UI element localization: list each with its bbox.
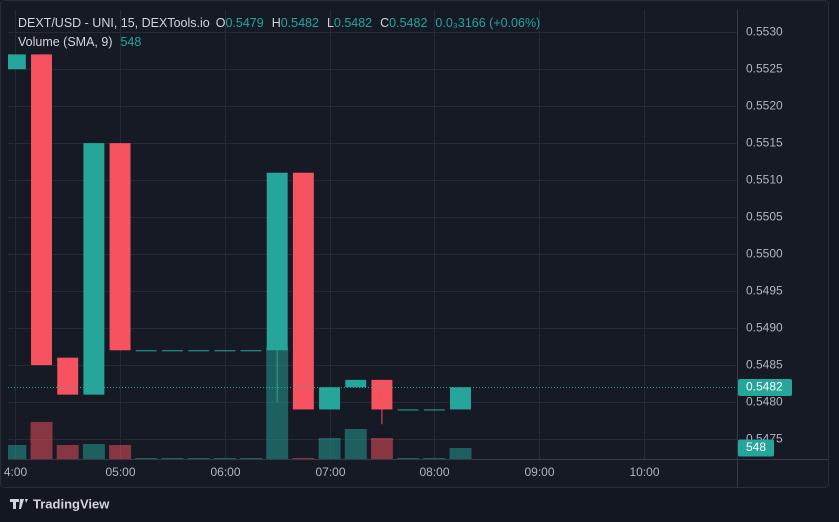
y-tick-label: 0.5520 [746,99,783,113]
candle-body [161,350,183,352]
y-tick-label: 0.5510 [746,173,783,187]
volume-bar [56,445,79,459]
volume-label: 548 [746,440,766,454]
candle-body [450,387,471,410]
y-tick-label: 0.5495 [746,284,783,298]
volume-bar [423,458,446,459]
candle-body [240,350,262,352]
candle-body [83,143,105,395]
candle-body [423,409,445,411]
volume-bar [449,448,472,459]
volume-bar [161,458,184,459]
labels: 0.5530 0.5525 0.5520 0.5515 0.5510 0.5505 0.55… [4,16,792,479]
legend-item: L [327,16,334,30]
candle-body [292,172,314,410]
candle-body [371,379,393,410]
candle-body [345,379,367,388]
legend-item: C [380,16,389,30]
legend-item: 0.5482 [389,16,427,30]
y-tick-label: 0.5505 [746,210,783,224]
volume-bar [240,458,262,459]
y-tick-label: 0.5530 [746,25,783,39]
volume-bar [30,422,53,459]
brand-name: TradingView [33,496,110,511]
volume-bar [318,438,341,459]
legend-item: 0.5482 [334,16,372,30]
volume-bar [187,458,210,459]
legend-item: H [272,16,281,30]
volume-bar [82,444,105,459]
y-tick-label: 0.5500 [746,247,783,261]
volume-bar [370,438,393,459]
legend-item: 0.5482 [281,16,319,30]
candle-body [135,350,157,352]
y-tick-label: 0.5490 [746,321,783,335]
candle-body [188,350,210,352]
candle-body [319,387,341,410]
y-tick-label: 0.5485 [746,358,783,372]
volume-bar [266,347,289,459]
legend-item: O [216,16,226,30]
x-tick-label: 08:00 [419,465,449,479]
volume-bar [109,445,132,459]
volume-bar [8,445,27,459]
candle-body [397,409,419,411]
candle-body [31,54,52,366]
x-tick-label: 05:00 [105,465,135,479]
legend-item: 0.0₃3166 (+0.06%) [435,16,540,30]
legend-item: Volume (SMA, 9) [18,35,112,49]
price-label: 0.5482 [746,380,783,394]
legend-item: DEXT/USD - UNI, 15, DEXTools.io [18,16,210,30]
x-tick-label: 4:00 [4,465,28,479]
x-tick-label: 07:00 [315,465,345,479]
volume-bar [344,429,367,459]
volume-legend: Volume (SMA, 9) 548 [18,35,141,49]
logo-icon [10,499,28,509]
candle-body [266,172,288,351]
x-tick-label: 09:00 [524,465,554,479]
candle-body [8,54,26,70]
legend-item: 548 [120,35,141,49]
y-tick-label: 0.5515 [746,136,783,150]
candle-body [57,357,79,395]
price-label-box [738,379,792,396]
x-tick-label: 10:00 [629,465,659,479]
volume-bar [213,458,236,459]
x-tick-label: 06:00 [210,465,240,479]
candle-body [214,350,236,352]
volume-pane [8,347,472,459]
legend-line: DEXT/USD - UNI, 15, DEXTools.io O0.5479 H0… [18,16,540,30]
y-tick-label: 0.5480 [746,395,783,409]
volume-label-box [738,439,774,457]
legend-item: 0.5479 [225,16,263,30]
candles [8,54,471,425]
y-tick-label: 0.5525 [746,62,783,76]
candle-body [109,143,131,351]
volume-bar [135,458,158,459]
volume-bar [292,458,315,459]
volume-bar [397,458,420,459]
branding: TradingView [10,496,110,511]
